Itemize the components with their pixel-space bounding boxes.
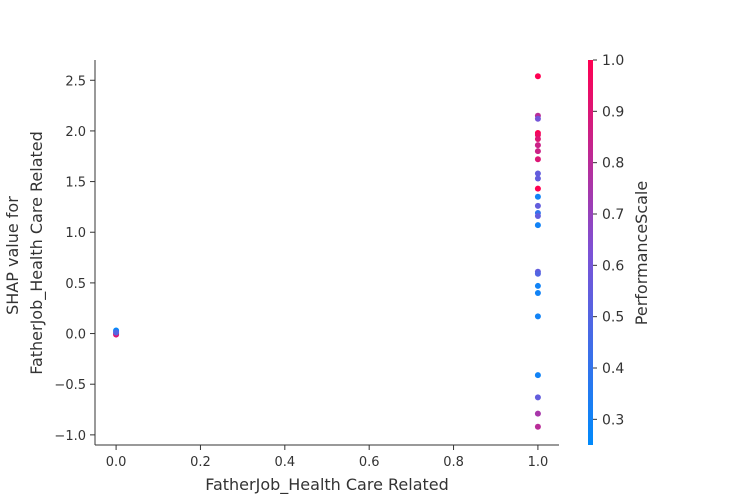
y-tick-label: 1.5 (65, 176, 86, 191)
data-point (534, 270, 541, 277)
colorbar (588, 60, 593, 445)
y-tick-label: 0.0 (65, 328, 86, 343)
y-tick-label: 2.0 (65, 125, 86, 140)
colorbar-tick-label: 1.0 (602, 53, 624, 69)
data-point (534, 73, 541, 80)
data-point (534, 423, 541, 430)
data-point (534, 148, 541, 155)
data-point (534, 394, 541, 401)
y-tick-label: 0.5 (65, 277, 86, 292)
colorbar-ticks: 0.3 0.4 0.5 0.6 0.7 0.8 0.9 1.0 (593, 53, 624, 428)
colorbar-tick-label: 0.9 (602, 104, 624, 120)
data-point (534, 213, 541, 220)
colorbar-tick-label: 0.3 (602, 412, 624, 428)
axes (94, 60, 559, 446)
data-point (534, 142, 541, 149)
data-point (534, 282, 541, 289)
data-point (534, 222, 541, 229)
y-axis-label-line-1: SHAP value for (3, 196, 22, 315)
colorbar-tick-label: 0.8 (602, 156, 624, 172)
data-point (534, 193, 541, 200)
data-point (534, 313, 541, 320)
colorbar-label: PerformanceScale (632, 181, 651, 325)
y-tick-label: 1.0 (65, 226, 86, 241)
data-point (534, 175, 541, 182)
colorbar-tick-label: 0.5 (602, 310, 624, 326)
x-axis-label: FatherJob_Health Care Related (205, 475, 449, 495)
y-axis-label: SHAP value for FatherJob_Health Care Rel… (3, 131, 47, 375)
x-tick-label: 1.0 (528, 455, 549, 470)
y-tick-label: 2.5 (65, 74, 86, 89)
x-tick-label: 0.0 (106, 455, 127, 470)
data-points (113, 73, 541, 430)
x-tick-label: 0.2 (190, 455, 211, 470)
colorbar-gradient (588, 60, 593, 445)
data-point (534, 410, 541, 417)
data-point (534, 156, 541, 163)
data-point (113, 329, 120, 336)
data-point (534, 372, 541, 379)
x-tick-label: 0.8 (443, 455, 464, 470)
data-point (534, 170, 541, 177)
colorbar-tick-label: 0.4 (602, 361, 624, 377)
data-point (534, 202, 541, 209)
y-tick-label: −1.0 (54, 429, 86, 444)
x-tick-label: 0.6 (359, 455, 380, 470)
colorbar-tick-label: 0.7 (602, 207, 624, 223)
y-ticks: −1.0 −0.5 0.0 0.5 1.0 1.5 2.0 2.5 (54, 74, 95, 444)
colorbar-tick-label: 0.6 (602, 258, 624, 274)
x-tick-label: 0.4 (274, 455, 295, 470)
data-point (534, 290, 541, 297)
x-ticks: 0.0 0.2 0.4 0.6 0.8 1.0 (106, 445, 549, 470)
data-point (534, 185, 541, 192)
y-tick-label: −0.5 (54, 378, 86, 393)
data-point (534, 136, 541, 143)
data-point (534, 115, 541, 122)
y-axis-label-line-2: FatherJob_Health Care Related (27, 131, 47, 375)
